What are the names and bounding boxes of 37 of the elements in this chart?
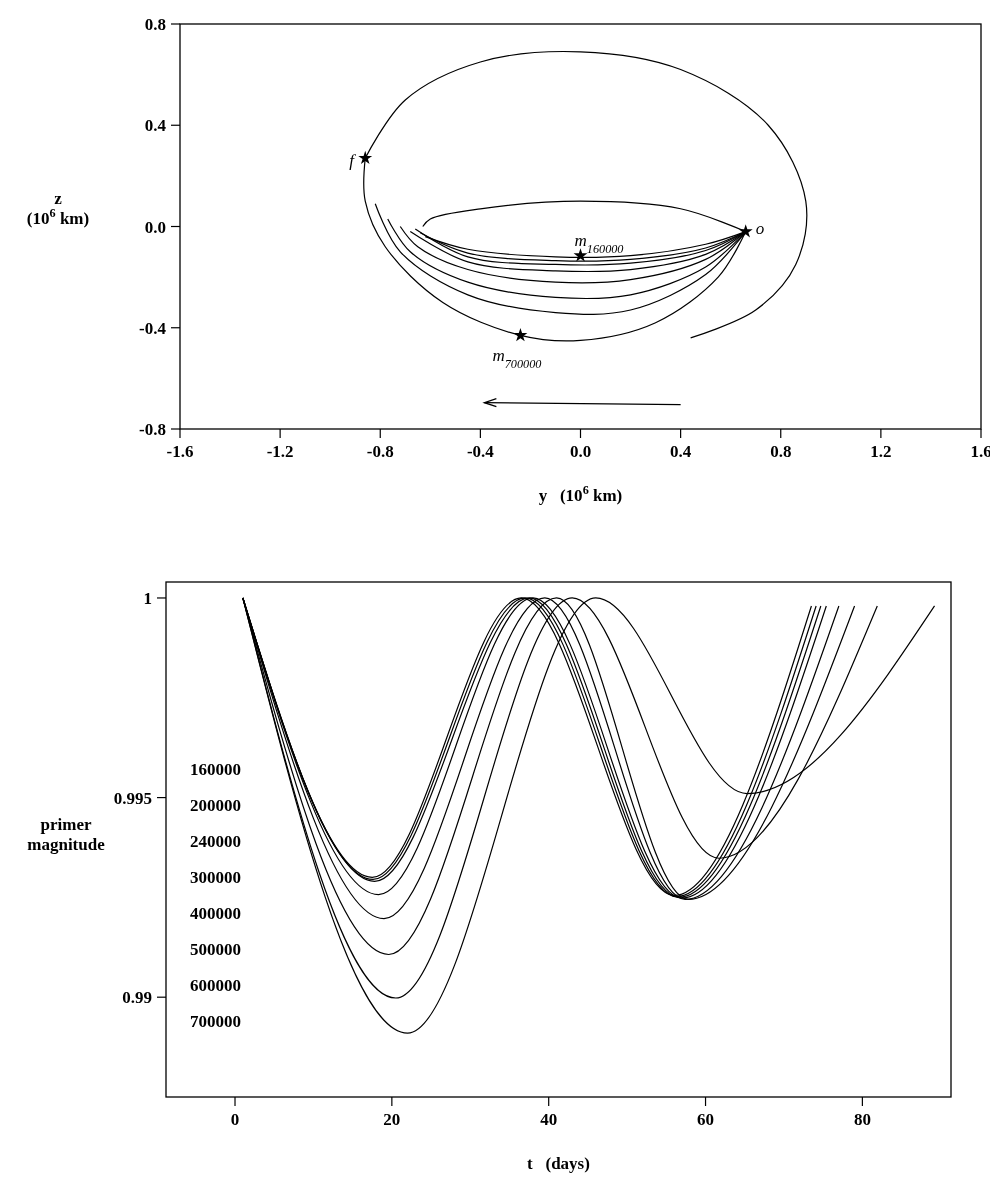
annotation: m$_{160000}$ bbox=[574, 230, 624, 256]
x-tick-label: 1.2 bbox=[870, 442, 892, 461]
x-tick-label: 80 bbox=[853, 1110, 871, 1129]
x-tick-label: 0.0 bbox=[569, 442, 592, 461]
x-tick-label: 0.8 bbox=[770, 442, 792, 461]
annotation: 300000 bbox=[190, 868, 241, 888]
annotation: 160000 bbox=[190, 760, 241, 780]
x-tick-label: -0.4 bbox=[466, 442, 495, 461]
y-tick-label: 0.995 bbox=[113, 788, 152, 808]
y-tick-label: -0.8 bbox=[139, 420, 166, 439]
y-tick-label: 0.8 bbox=[144, 15, 166, 34]
x-axis-title: y (10$^{6}$ km) bbox=[538, 483, 623, 505]
x-tick-label: -1.2 bbox=[266, 442, 294, 461]
annotation: 400000 bbox=[190, 904, 241, 924]
y-axis-title: z (10$^{6}$ km) bbox=[26, 189, 90, 229]
x-tick-label: -0.8 bbox=[366, 442, 394, 461]
y-tick-label: -0.4 bbox=[139, 318, 167, 338]
annotation: m$_{700000}$ bbox=[492, 346, 542, 372]
x-tick-label: -1.6 bbox=[166, 442, 194, 461]
y-axis-title: primer magnitude bbox=[27, 814, 106, 854]
annotation: 600000 bbox=[190, 976, 241, 996]
annotation: 240000 bbox=[190, 832, 241, 852]
x-tick-label: 60 bbox=[697, 1110, 715, 1129]
y-tick-label: 0.4 bbox=[144, 116, 167, 136]
annotation: 700000 bbox=[190, 1012, 241, 1032]
x-tick-label: 0 bbox=[230, 1110, 240, 1129]
annotation: 200000 bbox=[190, 796, 241, 816]
annotation: 500000 bbox=[190, 940, 241, 960]
x-tick-label: 20 bbox=[383, 1110, 401, 1129]
y-tick-label: 0.0 bbox=[144, 217, 166, 237]
y-tick-label: 1 bbox=[143, 588, 152, 608]
annotation: f bbox=[349, 151, 357, 171]
y-tick-label: 0.99 bbox=[122, 988, 152, 1008]
x-axis-title: t (days) bbox=[527, 1154, 590, 1173]
x-tick-label: 0.4 bbox=[670, 442, 692, 461]
x-tick-label: 40 bbox=[540, 1110, 558, 1129]
annotation: o bbox=[755, 218, 765, 238]
